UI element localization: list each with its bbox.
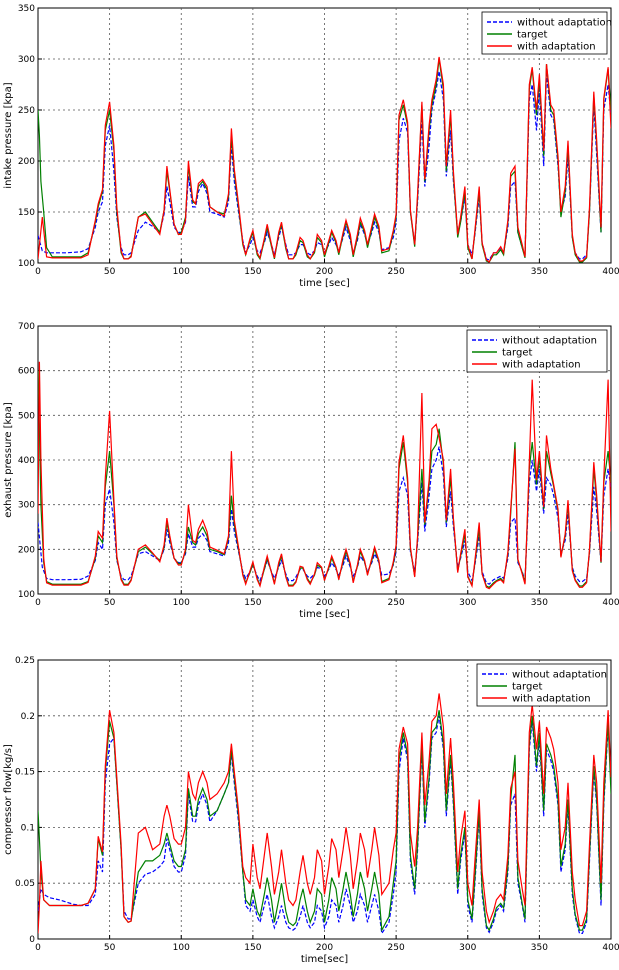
x-tick-label: 150 — [244, 267, 261, 277]
series-line-with-adaptation — [38, 56, 611, 263]
y-tick-label: 0.25 — [15, 656, 35, 666]
x-tick-label: 0 — [35, 943, 41, 953]
y-tick-label: 0 — [29, 935, 35, 945]
y-tick-label: 100 — [18, 259, 35, 269]
chart-3: 0 50 100 150 200 250 300 350 400 0 0.05 0.1 0.15 0.2 0… — [3, 656, 619, 965]
x-tick-label: 0 — [35, 267, 41, 277]
x-tick-label: 250 — [388, 267, 405, 277]
y-tick-label: 0.15 — [15, 768, 35, 778]
legend-label: with adaptation — [502, 360, 581, 371]
y-tick-label: 0.05 — [15, 879, 35, 889]
legend-box — [466, 329, 608, 373]
y-tick-label: 0.1 — [21, 823, 35, 833]
y-tick-label: 500 — [18, 411, 35, 421]
legend-label: target — [517, 30, 547, 41]
x-tick-label: 400 — [602, 267, 619, 277]
x-tick-label: 400 — [602, 943, 619, 953]
chart-2: 0 50 100 150 200 250 300 350 400 100 200 300 400 500 6… — [3, 322, 619, 620]
y-tick-label: 200 — [18, 157, 35, 167]
legend-label: target — [502, 348, 532, 359]
y-tick-label: 300 — [18, 55, 35, 65]
x-tick-label: 50 — [104, 598, 116, 608]
x-tick-label: 150 — [244, 943, 261, 953]
legend-label: target — [512, 682, 542, 693]
x-axis-label: time[sec] — [301, 954, 348, 965]
y-tick-label: 600 — [18, 367, 35, 377]
y-axis-label: exhaust pressure [kpa] — [3, 402, 14, 518]
legend-label: without adaptation — [517, 18, 612, 29]
y-tick-label: 200 — [18, 545, 35, 555]
x-tick-label: 250 — [388, 943, 405, 953]
x-axis-label: time [sec] — [299, 609, 350, 620]
x-tick-label: 200 — [316, 267, 333, 277]
series-line-target — [38, 710, 611, 933]
x-tick-label: 350 — [531, 943, 548, 953]
x-tick-label: 350 — [531, 598, 548, 608]
y-tick-label: 350 — [18, 4, 35, 14]
x-axis-label: time [sec] — [299, 278, 350, 289]
x-tick-label: 50 — [104, 267, 116, 277]
x-tick-label: 100 — [173, 943, 190, 953]
y-tick-label: 700 — [18, 322, 35, 332]
legend-box — [481, 11, 608, 55]
x-tick-label: 0 — [35, 598, 41, 608]
y-tick-label: 250 — [18, 106, 35, 116]
y-tick-label: 300 — [18, 501, 35, 511]
x-tick-label: 150 — [244, 598, 261, 608]
legend-box — [476, 663, 608, 707]
legend-label: without adaptation — [512, 670, 607, 681]
chart-1: 0 50 100 150 200 250 300 350 400 100 150 200 250 300 3… — [3, 4, 619, 289]
y-tick-label: 0.2 — [21, 712, 35, 722]
legend-label: with adaptation — [517, 42, 596, 53]
y-axis-label: compressor flow[kg/s] — [3, 744, 14, 855]
x-tick-label: 200 — [316, 598, 333, 608]
x-tick-label: 250 — [388, 598, 405, 608]
y-tick-label: 150 — [18, 208, 35, 218]
x-tick-label: 300 — [459, 943, 476, 953]
x-tick-label: 400 — [602, 598, 619, 608]
series-line-with-adaptation — [38, 693, 611, 934]
y-tick-label: 400 — [18, 456, 35, 466]
x-tick-label: 100 — [173, 267, 190, 277]
x-tick-label: 300 — [459, 598, 476, 608]
x-tick-label: 200 — [316, 943, 333, 953]
y-tick-label: 100 — [18, 590, 35, 600]
y-axis-label: intake pressure [kpa] — [3, 82, 14, 188]
legend-label: without adaptation — [502, 336, 597, 347]
x-tick-label: 300 — [459, 267, 476, 277]
x-tick-label: 350 — [531, 267, 548, 277]
x-tick-label: 100 — [173, 598, 190, 608]
legend-label: with adaptation — [512, 694, 591, 705]
series-line-with-adaptation — [38, 361, 611, 590]
x-tick-label: 50 — [104, 943, 116, 953]
